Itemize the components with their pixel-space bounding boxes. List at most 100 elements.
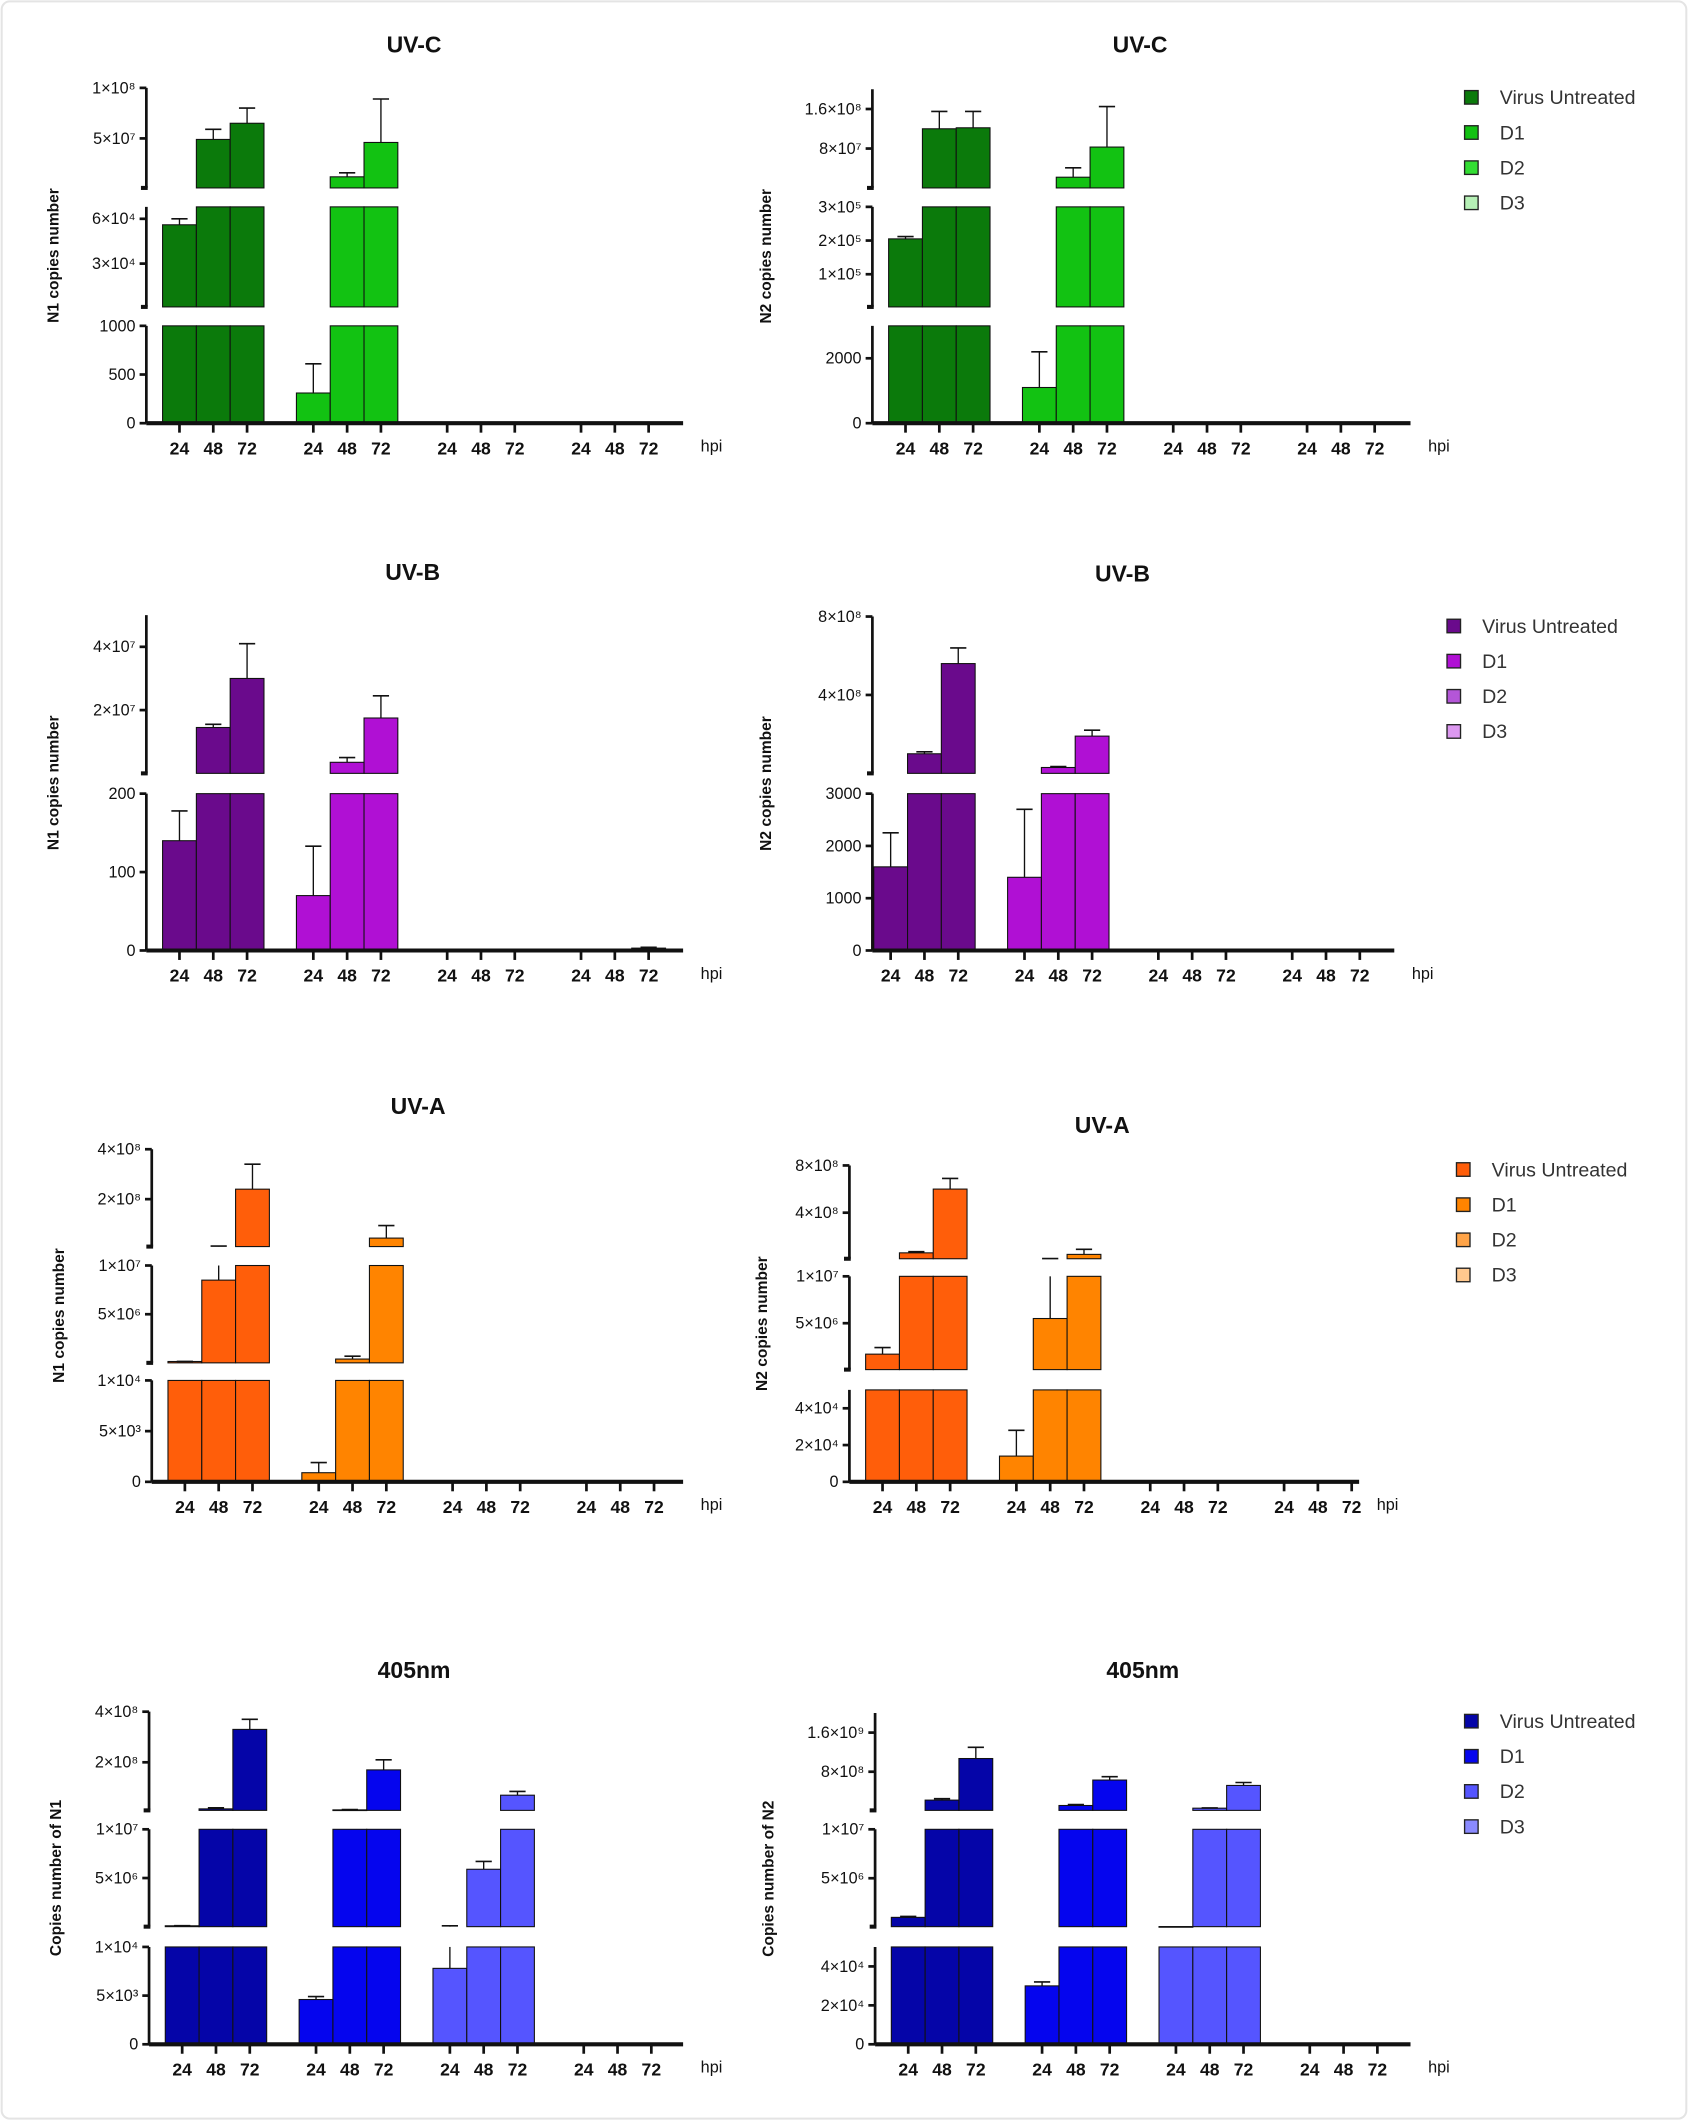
x-tick-label: 24 <box>1032 2059 1052 2079</box>
bar <box>888 238 923 308</box>
bar <box>198 1828 234 1928</box>
chart-4: UV-A N1 copies number 0 5×10³ 1×10⁴ 5×10⁶ 1×10… <box>51 1093 722 1517</box>
y-tick-label: 1×10⁵ <box>818 266 861 284</box>
legend: Virus Untreated D1 D2 D3 <box>1455 1159 1627 1287</box>
y-tick-label: 1.6×10⁹ <box>807 1724 864 1742</box>
bar <box>958 1828 994 1928</box>
bar <box>366 1946 402 2045</box>
x-tick-label: 72 <box>1082 966 1102 986</box>
x-tick-label: 72 <box>639 438 659 458</box>
x-tick-label: 72 <box>371 966 391 986</box>
x-tick-label: 48 <box>1040 1497 1060 1517</box>
bar <box>932 1275 968 1371</box>
bar <box>1066 1253 1102 1260</box>
y-tick-label: 1×10⁴ <box>97 1372 141 1390</box>
x-axis-label: hpi <box>1412 965 1434 983</box>
bar <box>329 206 365 308</box>
bar <box>335 1379 370 1483</box>
x-axis-label: hpi <box>701 438 723 456</box>
y-tick-label: 3×10⁵ <box>818 198 861 216</box>
y-tick-label: 4×10⁸ <box>98 1141 141 1159</box>
y-tick-label: 1×10⁸ <box>92 79 135 97</box>
legend-label: D1 <box>1500 122 1525 144</box>
bar <box>195 138 231 189</box>
y-tick-label: 0 <box>853 942 862 960</box>
legend-label: Virus Untreated <box>1500 87 1636 109</box>
bar <box>1089 206 1125 308</box>
legend-label: D2 <box>1500 157 1525 179</box>
x-tick-label: 72 <box>510 1497 530 1517</box>
bar <box>1192 1828 1228 1928</box>
bar <box>924 1799 960 1811</box>
x-tick-label: 72 <box>940 1497 960 1517</box>
bar <box>363 793 399 952</box>
x-tick-label: 72 <box>1100 2059 1120 2079</box>
bar <box>1032 1389 1068 1483</box>
bar <box>1092 1946 1128 2045</box>
bar <box>195 793 231 952</box>
x-tick-label: 72 <box>1365 438 1385 458</box>
bar <box>958 1757 994 1811</box>
y-tick-label: 4×10⁴ <box>795 1400 839 1418</box>
bar <box>162 224 197 308</box>
x-tick-label: 24 <box>1149 966 1169 986</box>
y-tick-label: 100 <box>108 863 135 881</box>
y-tick-label: 2×10⁷ <box>93 702 136 720</box>
x-tick-label: 24 <box>1140 1497 1160 1517</box>
x-axis-label: hpi <box>701 965 723 983</box>
bar <box>1226 1946 1261 2045</box>
x-tick-label: 24 <box>881 966 901 986</box>
bar <box>890 1916 926 1928</box>
x-tick-label: 72 <box>508 2059 528 2079</box>
bar <box>363 206 399 308</box>
bar <box>1058 1946 1094 2045</box>
bar <box>366 1828 402 1928</box>
legend: Virus Untreated D1 D2 D3 <box>1463 87 1636 215</box>
bar <box>921 128 957 189</box>
bar <box>466 1946 502 2045</box>
y-tick-label: 2000 <box>825 837 861 855</box>
x-axis-label: hpi <box>1377 1496 1399 1514</box>
x-tick-label: 24 <box>443 1497 463 1517</box>
x-tick-label: 48 <box>1063 438 1083 458</box>
y-tick-label: 200 <box>108 785 135 803</box>
x-tick-label: 72 <box>966 2059 986 2079</box>
y-tick-label: 2000 <box>825 350 861 368</box>
chart-title: UV-B <box>385 559 440 585</box>
legend-label: Virus Untreated <box>1500 1711 1636 1733</box>
x-tick-label: 72 <box>1231 438 1251 458</box>
chart-title: 405nm <box>378 1657 451 1683</box>
chart-5: UV-A N2 copies number 0 2×10⁴ 4×10⁴ 5×10⁶ 1×10… <box>754 1112 1627 1517</box>
x-tick-label: 48 <box>1066 2059 1086 2079</box>
bar <box>201 1379 237 1483</box>
x-tick-label: 48 <box>1308 1497 1328 1517</box>
bar <box>1040 793 1076 952</box>
x-tick-label: 72 <box>948 966 968 986</box>
x-tick-label: 48 <box>471 438 491 458</box>
bar <box>500 1828 535 1928</box>
x-tick-label: 48 <box>1182 966 1202 986</box>
bar <box>865 1389 900 1483</box>
bar <box>1158 1926 1194 1928</box>
x-tick-label: 48 <box>1331 438 1351 458</box>
y-axis-label: N1 copies number <box>45 188 62 323</box>
y-tick-label: 500 <box>108 366 135 384</box>
legend-swatch <box>1463 1819 1479 1835</box>
x-tick-label: 24 <box>1163 438 1183 458</box>
x-tick-label: 48 <box>203 438 223 458</box>
legend-swatch <box>1463 89 1479 105</box>
y-tick-label: 2×10⁵ <box>818 232 861 250</box>
bar <box>1226 1828 1261 1928</box>
chart-3: UV-B N2 copies number 0 1000 2000 3000 4×10⁸ 8×… <box>758 560 1618 985</box>
x-tick-label: 72 <box>1342 1497 1362 1517</box>
x-tick-label: 72 <box>1208 1497 1228 1517</box>
legend-swatch <box>1455 1267 1471 1283</box>
y-tick-label: 1×10⁷ <box>822 1821 865 1839</box>
chart-title: UV-A <box>1075 1112 1130 1138</box>
x-tick-label: 72 <box>644 1497 664 1517</box>
x-tick-label: 48 <box>1316 966 1336 986</box>
bar <box>363 141 399 189</box>
y-tick-label: 5×10³ <box>96 1987 139 2005</box>
bar <box>229 325 265 424</box>
bar <box>235 1379 270 1483</box>
